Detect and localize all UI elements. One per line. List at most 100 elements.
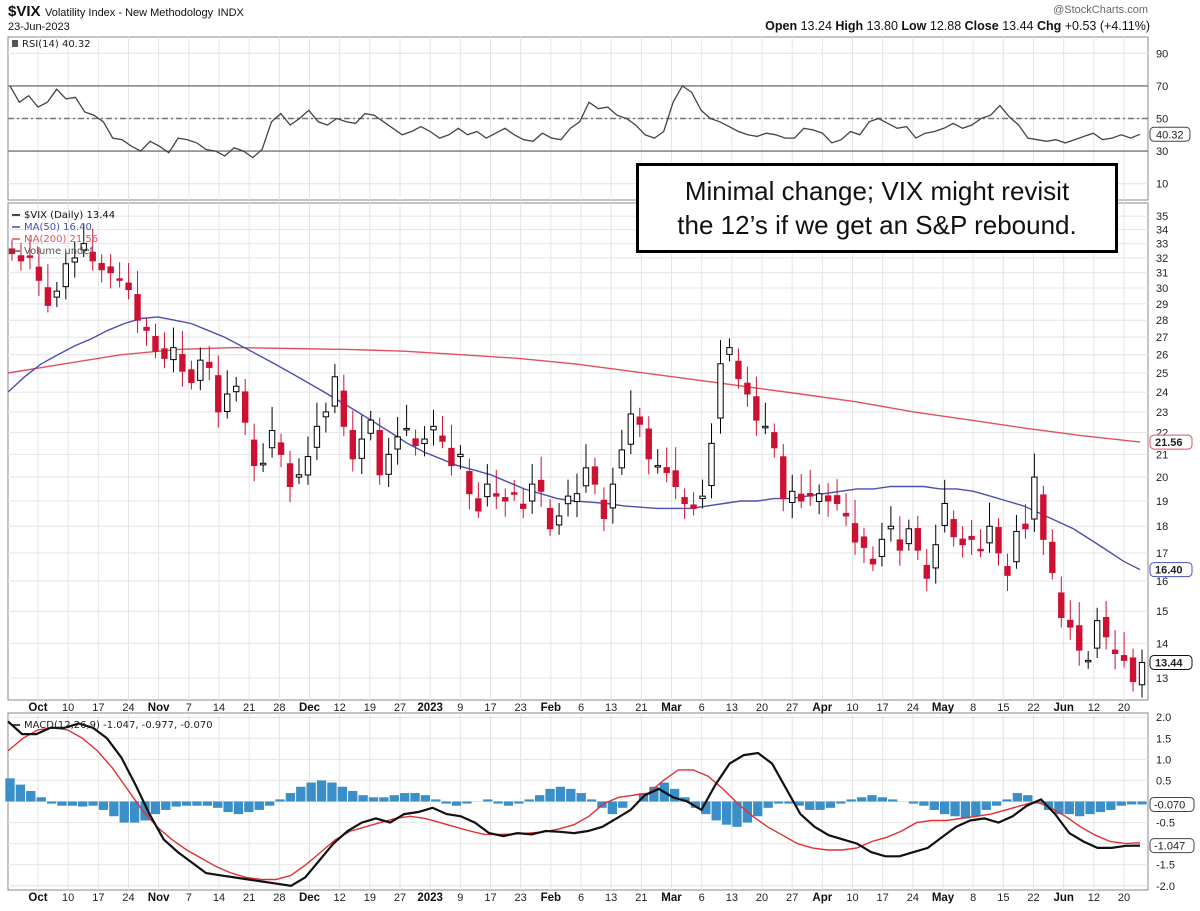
candle-body [107, 266, 114, 274]
candle-body [511, 492, 518, 495]
macd-histogram-bar [867, 795, 877, 802]
macd-histogram-bar [607, 801, 618, 815]
macd-histogram-bar [441, 801, 451, 804]
candle-body [143, 326, 150, 331]
macd-histogram-bar [1075, 801, 1085, 817]
candle-body [923, 564, 930, 579]
x-tick-label-upper: 10 [62, 702, 74, 714]
high-value: 13.80 [866, 19, 898, 33]
candle-body [268, 430, 276, 449]
low-value: 12.88 [929, 19, 962, 33]
candle-body [842, 512, 850, 517]
x-tick-label-upper: 10 [846, 702, 858, 714]
candle-body [618, 449, 626, 469]
macd-histogram-bar [78, 801, 88, 807]
x-tick-label-lower: Feb [541, 892, 561, 904]
rsi-line [9, 84, 1141, 159]
candle-body [564, 495, 572, 505]
price-tick-label: 34 [1156, 225, 1168, 237]
macd-histogram-bar [275, 799, 285, 802]
candle-body [690, 504, 697, 509]
macd-histogram-bar [368, 797, 379, 802]
macd-histogram-bar [1126, 801, 1137, 805]
macd-histogram-bar [36, 797, 46, 802]
candle-body [116, 278, 123, 281]
ohlc-readout: Open 13.24 High 13.80 Low 12.88 Close 13… [765, 19, 1150, 33]
x-tick-label-lower: 17 [92, 892, 104, 904]
macd-histogram-bar [586, 799, 597, 802]
macd-histogram-bar [1116, 801, 1126, 806]
rsi-last-value-tag [1149, 126, 1191, 142]
macd-histogram-bar [46, 801, 57, 804]
macd-histogram-bar [1095, 801, 1106, 813]
macd-histogram-bar [991, 801, 1002, 806]
macd-histogram-bar [649, 786, 659, 802]
candle-body [170, 347, 177, 361]
macd-histogram-bar [233, 801, 244, 815]
macd-histogram-bar [576, 793, 586, 802]
macd-histogram-bar [327, 782, 337, 802]
close-last-label: 13.44 [1155, 657, 1183, 669]
price-tick-label: 32 [1156, 253, 1168, 265]
macd-histogram-bar [451, 801, 462, 806]
candle-body [430, 425, 437, 431]
candle-body [869, 558, 877, 565]
macd-histogram-bar [88, 801, 98, 806]
macd-histogram-bar [680, 797, 690, 802]
macd-histogram-bar [5, 778, 15, 802]
candle-body [798, 493, 805, 502]
price-tick-label: 13 [1156, 673, 1168, 685]
macd-histogram-bar [711, 801, 721, 821]
macd-tick-label: -0.5 [1156, 818, 1175, 830]
macd-histogram-bar [26, 790, 36, 802]
x-tick-label-upper: 28 [273, 702, 285, 714]
candle-body [986, 525, 993, 544]
macd-histogram-bar [1012, 793, 1023, 802]
macd-histogram-bar [753, 801, 763, 817]
x-tick-label-upper: 6 [699, 702, 705, 714]
x-tick-label-lower: 27 [786, 892, 798, 904]
candle-body [860, 536, 868, 548]
candle-body [1067, 619, 1074, 628]
x-tick-label-lower: 13 [726, 892, 738, 904]
candle-body [1129, 657, 1137, 683]
x-tick-label-lower: 10 [62, 892, 74, 904]
macd-histogram-bar [337, 786, 348, 802]
candle-body [887, 525, 895, 530]
price-tick-label: 24 [1156, 387, 1168, 399]
candle-body [412, 438, 419, 447]
candle-body [277, 442, 285, 455]
x-tick-label-upper: Mar [661, 702, 682, 714]
macd-last-tag [1149, 796, 1195, 812]
macd-histogram-bar [129, 801, 140, 823]
macd-histogram-bar [784, 801, 794, 804]
candle-body [358, 438, 365, 459]
symbol: $VIX [8, 3, 41, 20]
macd-histogram-bar [399, 793, 410, 802]
price-tick-label: 15 [1156, 606, 1168, 618]
candle-body [224, 393, 231, 413]
candle-body [878, 538, 886, 557]
macd-histogram-bar [213, 801, 223, 808]
candle-body [197, 359, 204, 381]
candle-body [26, 255, 34, 258]
x-tick-label-upper: 2023 [417, 702, 443, 714]
candle-body [815, 493, 823, 502]
price-tick-label: 31 [1156, 268, 1168, 280]
macd-legend: MACD(12,26,9) -1.047, -0.977, -0.070 [24, 720, 213, 731]
macd-histogram-bar [67, 801, 77, 806]
macd-histogram-bar [618, 801, 628, 808]
macd-histogram-bar [545, 788, 555, 802]
macd-histogram-bar [815, 801, 825, 810]
x-tick-label-upper: Feb [541, 702, 561, 714]
rsi-tick-label: 50 [1156, 114, 1168, 126]
macd-histogram-bar [379, 797, 389, 802]
macd-histogram-bar [389, 795, 399, 802]
candle-body [340, 390, 348, 427]
candle-body [582, 467, 590, 487]
macd-histogram-bar [721, 801, 732, 825]
x-tick-label-lower: 19 [364, 892, 376, 904]
x-tick-label-lower: 8 [970, 892, 976, 904]
candle-body [806, 492, 814, 497]
